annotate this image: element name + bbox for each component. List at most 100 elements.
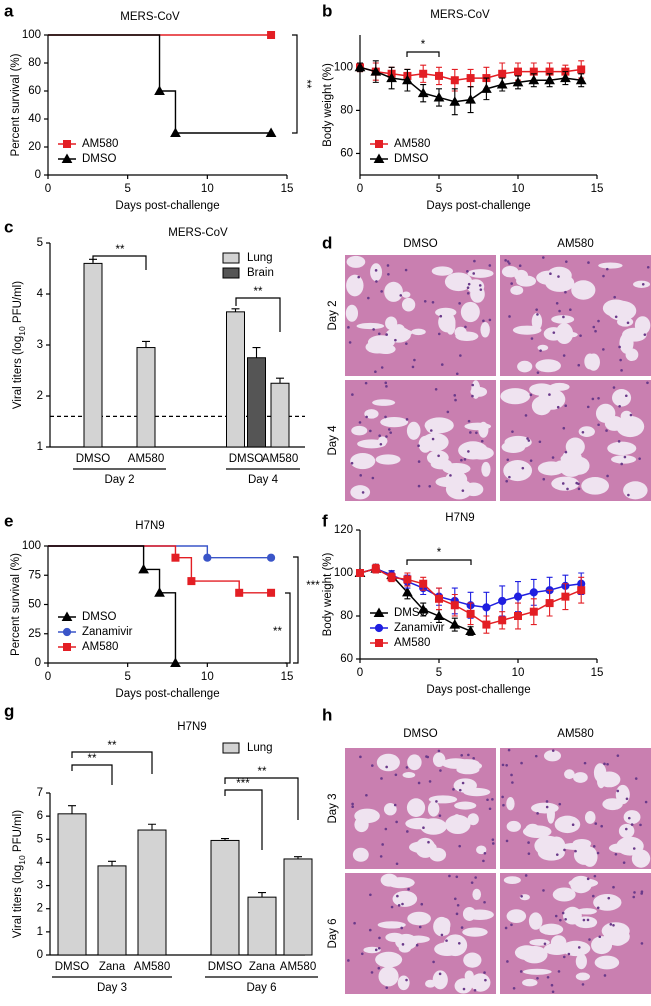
marker [267, 588, 276, 597]
marker [482, 603, 491, 612]
nucleus [460, 926, 464, 929]
nucleus [558, 802, 562, 806]
chart-title: MERS-CoV [168, 227, 228, 239]
nucleus [640, 892, 643, 895]
alveolus [522, 968, 552, 975]
y-tick-label: 80 [340, 104, 353, 116]
y-tick-label: 80 [28, 57, 41, 69]
nucleus [448, 874, 451, 878]
y-tick-label: 3 [37, 880, 43, 892]
nucleus [406, 830, 409, 833]
nucleus [369, 429, 372, 433]
alveolus [385, 932, 404, 943]
nucleus [462, 987, 466, 991]
alveolus [594, 955, 620, 970]
nucleus [347, 959, 350, 962]
y-axis-label-part: Viral titers (log [12, 865, 24, 938]
legend-swatch [222, 252, 240, 264]
alveolus [406, 798, 426, 818]
marker [375, 639, 383, 647]
nucleus [602, 348, 605, 351]
nucleus [551, 456, 555, 459]
y-axis-label-part: PFU/ml) [12, 810, 24, 856]
x-tick-label: 0 [357, 183, 363, 195]
nucleus [475, 431, 478, 435]
alveolus [568, 878, 599, 888]
nucleus [437, 749, 441, 753]
nucleus [591, 894, 595, 898]
nucleus [629, 413, 633, 417]
alveolus [375, 951, 403, 968]
nucleus [641, 282, 645, 286]
nucleus [505, 763, 508, 767]
nucleus [458, 788, 462, 792]
nucleus [399, 294, 403, 297]
nucleus [359, 474, 362, 477]
nucleus [455, 912, 459, 916]
legend-label: Zanamivir [394, 622, 445, 634]
nucleus [474, 876, 477, 879]
x-axis-label: Days post-challenge [426, 200, 530, 212]
nucleus [467, 753, 470, 757]
nucleus [438, 814, 442, 817]
nucleus [458, 844, 461, 848]
nucleus [527, 439, 531, 442]
alveolus [581, 477, 610, 495]
alveolus [573, 772, 588, 783]
alveolus [618, 823, 635, 839]
marker [577, 586, 586, 595]
nucleus [435, 800, 438, 803]
marker [61, 153, 73, 163]
bar [210, 839, 240, 956]
nucleus [603, 974, 607, 977]
alveolus [536, 270, 562, 285]
significance-bracket [92, 255, 147, 270]
error-bar [231, 308, 240, 312]
alveolus [407, 935, 430, 943]
marker [465, 625, 476, 636]
nucleus [359, 755, 362, 759]
alveolus [584, 353, 596, 370]
nucleus [378, 936, 381, 940]
alveolus [456, 765, 480, 775]
nucleus [417, 484, 421, 488]
nucleus [612, 923, 615, 927]
marker [450, 601, 459, 610]
nucleus [561, 482, 565, 485]
nucleus [473, 988, 477, 992]
x-tick-label: DMSO [76, 453, 111, 465]
nucleus [393, 803, 397, 807]
nucleus [360, 952, 364, 956]
marker [466, 609, 475, 618]
alveolus [472, 888, 482, 901]
y-tick-label: 4 [37, 288, 44, 300]
y-axis-label-part: 10 [17, 326, 27, 336]
column-label: AM580 [557, 728, 593, 740]
y-axis-label: Body weight (%) [322, 552, 334, 636]
alveolus [463, 787, 491, 797]
nucleus [586, 405, 590, 409]
marker [371, 564, 380, 573]
nucleus [605, 429, 608, 432]
nucleus [407, 887, 410, 891]
alveolus [386, 326, 411, 343]
marker [373, 607, 385, 617]
marker [528, 74, 540, 85]
error-bar [108, 860, 116, 866]
alveolus [506, 909, 527, 924]
legend-label: AM580 [394, 637, 430, 649]
bar [57, 813, 87, 956]
y-tick-label: 120 [334, 524, 353, 536]
nucleus [519, 970, 523, 973]
nucleus [461, 489, 465, 492]
y-tick-label: 0 [35, 657, 41, 669]
nucleus [577, 363, 581, 367]
significance-label: ** [108, 740, 117, 752]
row-label: Day 4 [327, 425, 339, 456]
x-tick-label: 15 [281, 671, 294, 683]
nucleus [564, 917, 567, 921]
panel-letter: e [4, 511, 13, 530]
x-tick-label: AM580 [280, 961, 316, 973]
marker [203, 553, 212, 562]
x-tick-label: 5 [124, 183, 130, 195]
